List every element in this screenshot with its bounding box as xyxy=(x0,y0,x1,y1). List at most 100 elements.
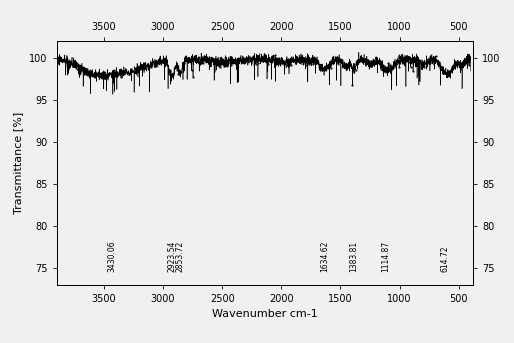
Point xyxy=(256,57,264,62)
Point xyxy=(289,57,298,63)
Point xyxy=(112,72,120,77)
Point xyxy=(337,57,345,63)
Point xyxy=(428,56,436,61)
Point xyxy=(157,59,166,64)
Point xyxy=(133,65,141,70)
Point xyxy=(75,63,83,68)
Point xyxy=(457,61,466,66)
Point xyxy=(76,69,84,75)
Point xyxy=(200,53,209,58)
Point xyxy=(173,67,181,72)
Point xyxy=(315,65,323,70)
Point xyxy=(368,61,376,67)
Point xyxy=(216,64,224,69)
Text: 3430.06: 3430.06 xyxy=(107,240,117,272)
Point xyxy=(451,62,459,67)
Text: 2923.54: 2923.54 xyxy=(168,241,176,272)
Point xyxy=(335,58,343,63)
Point xyxy=(211,60,219,66)
Point xyxy=(171,66,179,71)
Point xyxy=(237,58,246,63)
Point xyxy=(228,58,236,63)
Point xyxy=(240,61,248,66)
X-axis label: Wavenumber cm-1: Wavenumber cm-1 xyxy=(212,309,318,319)
Point xyxy=(176,68,184,73)
Point xyxy=(183,56,191,62)
Point xyxy=(182,56,190,62)
Point xyxy=(108,68,117,73)
Point xyxy=(387,67,395,73)
Point xyxy=(388,66,396,71)
Point xyxy=(287,63,295,68)
Text: 2853.72: 2853.72 xyxy=(176,241,185,272)
Point xyxy=(196,56,204,61)
Point xyxy=(130,68,138,74)
Point xyxy=(287,58,295,64)
Point xyxy=(407,56,415,61)
Point xyxy=(268,54,277,59)
Point xyxy=(439,69,448,74)
Point xyxy=(66,60,74,65)
Point xyxy=(207,56,215,61)
Point xyxy=(263,56,271,61)
Point xyxy=(401,58,409,63)
Point xyxy=(407,64,415,69)
Point xyxy=(234,58,242,63)
Point xyxy=(273,59,281,65)
Point xyxy=(309,62,317,67)
Point xyxy=(79,68,87,73)
Point xyxy=(237,59,246,65)
Point xyxy=(146,64,155,70)
Point xyxy=(211,61,219,66)
Point xyxy=(435,62,443,68)
Point xyxy=(252,59,261,64)
Point xyxy=(197,60,205,66)
Point xyxy=(435,61,443,67)
Point xyxy=(264,61,272,67)
Text: 1634.62: 1634.62 xyxy=(320,241,329,272)
Point xyxy=(174,71,182,76)
Point xyxy=(68,62,77,67)
Point xyxy=(397,56,405,62)
Point xyxy=(97,72,105,78)
Point xyxy=(243,57,251,62)
Y-axis label: Transmittance [%]: Transmittance [%] xyxy=(13,112,24,214)
Point xyxy=(91,72,99,77)
Point xyxy=(120,71,128,77)
Point xyxy=(254,57,263,63)
Point xyxy=(321,63,329,69)
Point xyxy=(346,63,355,69)
Point xyxy=(230,57,238,62)
Point xyxy=(405,59,413,64)
Point xyxy=(100,74,108,80)
Point xyxy=(191,57,199,63)
Point xyxy=(390,60,398,66)
Point xyxy=(274,61,282,67)
Point xyxy=(431,54,439,59)
Point xyxy=(54,60,62,66)
Point xyxy=(59,57,67,63)
Point xyxy=(101,76,109,81)
Point xyxy=(419,64,428,70)
Point xyxy=(305,56,314,62)
Point xyxy=(379,67,388,72)
Point xyxy=(364,57,372,63)
Point xyxy=(249,55,257,61)
Point xyxy=(169,71,177,76)
Point xyxy=(186,58,194,63)
Point xyxy=(338,57,346,62)
Text: 1114.87: 1114.87 xyxy=(381,241,391,272)
Point xyxy=(421,60,429,66)
Point xyxy=(253,53,261,59)
Point xyxy=(184,59,192,65)
Point xyxy=(352,67,360,73)
Point xyxy=(198,61,207,66)
Point xyxy=(247,58,255,63)
Point xyxy=(136,66,144,71)
Point xyxy=(91,69,99,75)
Point xyxy=(376,66,384,71)
Point xyxy=(302,62,310,68)
Point xyxy=(64,59,72,65)
Point xyxy=(162,60,171,66)
Text: 614.72: 614.72 xyxy=(440,246,450,272)
